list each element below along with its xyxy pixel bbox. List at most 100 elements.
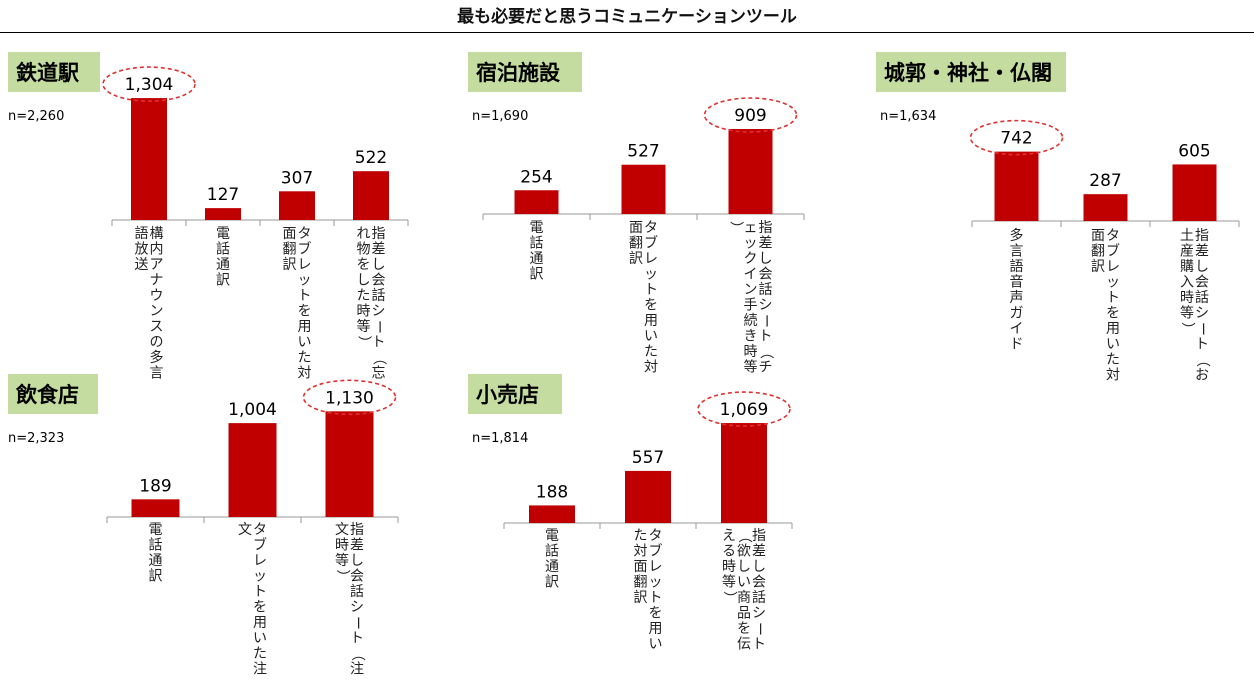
x-tick-label-char: 話 bbox=[530, 235, 544, 252]
bar bbox=[131, 499, 180, 517]
title-rule bbox=[0, 32, 1254, 33]
x-tick-label-char: 翻 bbox=[629, 236, 643, 252]
x-tick-label-char: 等 bbox=[357, 318, 371, 335]
x-tick-label-char: 等 bbox=[722, 574, 736, 591]
x-tick-label-char: 話 bbox=[350, 583, 364, 600]
x-tick-label-char: 声 bbox=[1010, 290, 1024, 306]
bar bbox=[1172, 164, 1217, 221]
x-tick-label-char: し bbox=[737, 559, 751, 575]
x-tick-label-char: を bbox=[737, 621, 751, 637]
x-tick-label-char: 時 bbox=[357, 304, 371, 320]
panel-title: 宿泊施設 bbox=[476, 61, 561, 85]
x-tick-label-char: を bbox=[1106, 306, 1120, 322]
x-tick-label-char: い bbox=[253, 631, 267, 647]
x-tick-label-char: ッ bbox=[649, 575, 663, 591]
x-tick-label-char: ェ bbox=[744, 220, 758, 236]
x-tick-label-char: ） bbox=[334, 570, 350, 584]
x-tick-label-char: 訳 bbox=[545, 575, 559, 591]
x-tick-label-char: 通 bbox=[545, 559, 559, 575]
x-tick-label-char: の bbox=[150, 335, 164, 351]
x-tick-label-char: 翻 bbox=[1091, 244, 1105, 260]
x-tick-label-char: レ bbox=[1106, 259, 1120, 275]
x-tick-label-char: 音 bbox=[1010, 274, 1024, 291]
chart-panel: 飲食店n=2,323189電話通訳1,004タブレットを用いた注文1,130指差… bbox=[8, 374, 399, 678]
panel-label-bg bbox=[8, 374, 98, 414]
x-tick-label-char: ー bbox=[751, 622, 767, 636]
x-tick-label-char: 話 bbox=[216, 241, 230, 258]
x-tick-label-char: ン bbox=[150, 304, 164, 320]
x-tick-label-char: 話 bbox=[752, 589, 766, 606]
x-tick-label-char: 話 bbox=[1195, 289, 1209, 306]
x-tick-label-char: 指 bbox=[350, 522, 364, 538]
data-label: 1,304 bbox=[125, 75, 174, 95]
x-tick-label-char: 差 bbox=[752, 544, 766, 560]
x-tick-label-char: 用 bbox=[644, 313, 658, 329]
x-tick-label-char: し bbox=[759, 251, 773, 267]
x-tick-label-char: た bbox=[253, 646, 267, 662]
bar bbox=[1083, 194, 1128, 221]
x-tick-label-char: 訳 bbox=[216, 273, 230, 289]
x-tick-label-char: ブ bbox=[644, 235, 658, 252]
x-tick-label-char: 差 bbox=[1195, 244, 1209, 260]
x-tick-label-char: 用 bbox=[253, 615, 267, 631]
bar bbox=[325, 411, 374, 517]
x-tick-label-char: タ bbox=[1106, 228, 1120, 244]
x-tick-label-char: ） bbox=[1179, 322, 1195, 336]
bar bbox=[228, 423, 277, 517]
x-tick-label-char: 面 bbox=[283, 226, 297, 242]
x-tick-label-char: 注 bbox=[253, 662, 267, 678]
x-tick-label-char: チ bbox=[759, 360, 773, 376]
x-tick-label-char: 文 bbox=[335, 522, 349, 538]
x-tick-label-char: た bbox=[1106, 352, 1120, 368]
x-tick-label-char: 差 bbox=[372, 242, 386, 258]
x-tick-label-char: 指 bbox=[372, 226, 386, 242]
x-tick-label-char: 品 bbox=[737, 606, 751, 622]
x-tick-label-char: タ bbox=[644, 220, 658, 236]
data-label: 254 bbox=[520, 167, 552, 187]
x-tick-label-char: を bbox=[253, 600, 267, 616]
bar bbox=[353, 171, 389, 220]
x-tick-label-char: ッ bbox=[644, 267, 658, 283]
data-label: 742 bbox=[1000, 129, 1032, 149]
highlight-ellipse bbox=[697, 391, 791, 427]
x-tick-label-char: ガ bbox=[1010, 306, 1024, 322]
x-tick-label-char: 訳 bbox=[283, 257, 297, 273]
x-tick-label-char: 土 bbox=[1180, 228, 1194, 244]
x-tick-label-char: ド bbox=[1010, 337, 1024, 353]
x-tick-label-char: る bbox=[722, 544, 736, 560]
x-tick-label-char: た bbox=[634, 528, 648, 544]
data-label: 527 bbox=[627, 142, 659, 162]
x-tick-label-char: 放 bbox=[135, 242, 149, 258]
x-tick-label-char: ブ bbox=[1106, 243, 1120, 260]
x-tick-label-char: 内 bbox=[150, 242, 164, 258]
x-tick-label-char: シ bbox=[350, 600, 364, 616]
panel-title: 小売店 bbox=[476, 383, 539, 407]
x-tick-label-char: き bbox=[744, 329, 758, 345]
x-tick-label-char: 電 bbox=[545, 528, 559, 544]
panel-title: 城郭・神社・仏閣 bbox=[884, 61, 1052, 85]
bar bbox=[279, 191, 315, 220]
x-tick-label-char: 面 bbox=[634, 559, 648, 575]
sample-size: n=1,634 bbox=[880, 109, 936, 124]
data-label: 307 bbox=[281, 168, 313, 188]
x-tick-label-char: レ bbox=[644, 251, 658, 267]
x-tick-label-char: た bbox=[298, 350, 312, 366]
chart-panel: 小売店n=1,814188電話通訳557タブレットを用いた対面翻訳1,069指差… bbox=[468, 374, 793, 653]
x-tick-label-char: え bbox=[722, 528, 736, 544]
panel-title: 鉄道駅 bbox=[16, 61, 80, 85]
bar bbox=[621, 164, 666, 214]
x-tick-label-char: ） bbox=[356, 336, 372, 350]
panel-label-bg bbox=[468, 52, 582, 92]
x-tick-label-char: 購 bbox=[1180, 259, 1194, 275]
bar bbox=[205, 208, 241, 220]
x-tick-label-char: （ bbox=[758, 345, 774, 359]
bar bbox=[994, 151, 1039, 221]
x-tick-label-char: ト bbox=[649, 590, 663, 606]
